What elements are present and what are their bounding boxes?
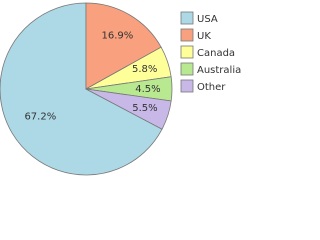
legend-label: UK bbox=[197, 31, 211, 42]
legend-label: Other bbox=[197, 82, 226, 93]
chart: 67.2% 16.9% 5.8% 4.5% 5.5% USA UK Canada Austral… bbox=[0, 2, 241, 176]
pie-slice bbox=[85, 2, 162, 90]
legend-swatch bbox=[180, 28, 194, 42]
page: 67.2% 16.9% 5.8% 4.5% 5.5% USA UK Canada Austral… bbox=[0, 2, 242, 176]
pie-slice bbox=[85, 88, 172, 130]
slice-label: 5.5% bbox=[132, 103, 157, 114]
slice-label: 67.2% bbox=[24, 112, 56, 123]
pie-slice bbox=[0, 2, 163, 176]
legend-swatch bbox=[180, 79, 194, 93]
legend-swatch bbox=[180, 11, 194, 25]
slice-label: 4.5% bbox=[135, 84, 160, 95]
legend-swatch bbox=[180, 45, 194, 59]
legend-label: Australia bbox=[197, 65, 241, 76]
legend-label: Canada bbox=[197, 48, 235, 59]
slice-label: 5.8% bbox=[132, 64, 157, 75]
legend-label: USA bbox=[197, 14, 218, 25]
legend-swatch bbox=[180, 62, 194, 76]
slice-label: 16.9% bbox=[101, 31, 133, 42]
